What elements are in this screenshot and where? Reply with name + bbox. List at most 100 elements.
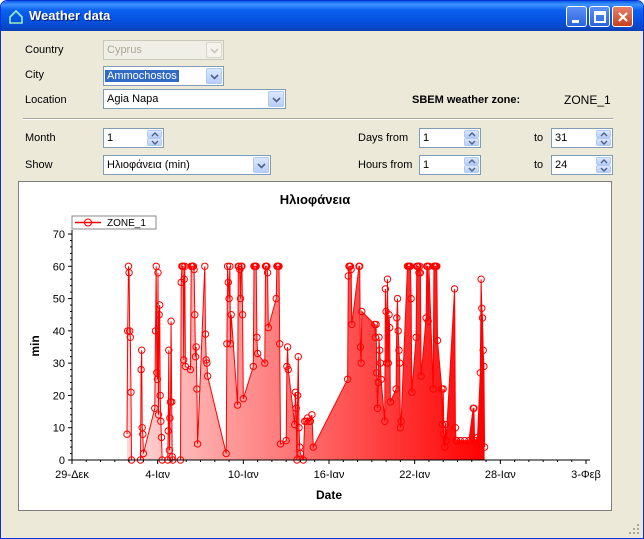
show-select[interactable]: Ηλιοφάνεια (min) [103,155,271,175]
hours-to-spin-buttons[interactable] [596,157,611,173]
data-point [227,311,235,319]
hours-from-spin-buttons[interactable] [464,157,479,173]
data-point [238,311,247,319]
chart-panel: Ηλιοφάνεια 0 10 20 30 40 50 60 70 29-Δεκ 4-Ιαν 10-… [18,181,612,511]
data-point [386,323,394,332]
maximize-button[interactable] [589,6,610,27]
y-tick-label: 20 [53,390,65,402]
data-point [416,269,425,277]
month-spin-up[interactable] [147,130,162,138]
hours-from-spin-up[interactable] [464,157,479,165]
data-point [383,275,392,283]
data-point [356,343,365,351]
data-point [478,304,486,313]
title-bar[interactable]: Weather data [1,1,643,31]
arrow-down-icon [600,140,608,145]
data-point [358,307,366,316]
data-point [264,323,273,332]
days-from-spinner[interactable]: 1 [419,128,481,148]
data-point [381,417,389,426]
data-point [372,320,380,329]
city-select[interactable]: Ammochostos [103,66,224,86]
data-point [384,359,392,367]
hours-from-spin-down[interactable] [464,165,479,173]
data-point [478,314,487,322]
data-point [386,398,395,406]
month-spin-buttons[interactable] [147,130,162,146]
data-point [394,327,402,335]
y-tick-label: 30 [53,358,65,370]
data-point [294,353,302,361]
data-point [276,440,285,448]
days-to-spin-up[interactable] [596,130,611,138]
data-point [433,336,442,345]
y-tick-label: 40 [53,326,65,338]
data-point [479,346,487,354]
month-spinner[interactable]: 1 [103,128,164,148]
country-select: Cyprus [103,40,224,60]
city-dropdown-button[interactable] [206,68,222,84]
data-point [308,411,316,419]
data-point [191,311,199,319]
days-from-spin-down[interactable] [464,138,479,146]
month-label: Month [25,132,56,144]
data-point [154,411,163,419]
data-point [223,340,231,348]
data-point [263,269,272,277]
show-label: Show [25,159,53,171]
data-point [456,436,465,445]
x-tick-label: 22-Ιαν [399,469,430,481]
resize-grip-icon[interactable] [629,524,640,535]
chevron-down-icon [210,74,219,80]
hours-from-spinner[interactable]: 1 [419,155,481,175]
data-point [356,262,364,271]
show-dropdown-button[interactable] [253,157,269,173]
data-point [465,436,473,445]
data-point [191,353,200,361]
days-from-spin-up[interactable] [464,130,479,138]
days-from-spin-buttons[interactable] [464,130,479,146]
data-point [393,314,401,322]
hours-to-spinner[interactable]: 24 [551,155,613,175]
close-button[interactable] [612,6,633,27]
data-point [225,294,233,303]
data-point [137,365,145,374]
hours-to-spin-up[interactable] [596,157,611,165]
data-point [192,343,200,351]
data-point [295,424,303,432]
data-point [238,262,246,271]
data-point [357,359,365,367]
month-spin-down[interactable] [147,138,162,146]
data-point [124,327,132,335]
arrow-down-icon [468,167,476,172]
data-point [193,385,201,393]
data-point [377,375,385,384]
data-point [346,262,355,271]
data-point [249,362,258,371]
data-point [222,449,230,458]
plot-area [123,262,489,464]
data-point [201,262,209,271]
data-point [392,385,400,393]
days-to-spinner[interactable]: 31 [551,128,613,148]
days-to-spin-buttons[interactable] [596,130,611,146]
hours-to-label: to [534,159,544,171]
arrow-down-icon [600,167,608,172]
days-to-spin-down[interactable] [596,138,611,146]
maximize-icon [594,11,606,23]
data-point [202,356,210,364]
data-point [261,359,269,367]
y-tick-label: 70 [53,229,65,241]
data-point [442,436,450,445]
minimize-button[interactable] [566,6,587,27]
country-dropdown-button [206,42,222,58]
hours-to-spin-down[interactable] [596,165,611,173]
data-point [371,333,380,342]
data-point [226,262,234,271]
legend-marker [84,218,92,227]
data-point [223,262,232,271]
location-select[interactable]: Agia Napa [103,89,286,109]
arrow-up-icon [600,159,608,164]
data-point [438,420,447,429]
location-dropdown-button[interactable] [268,91,284,107]
